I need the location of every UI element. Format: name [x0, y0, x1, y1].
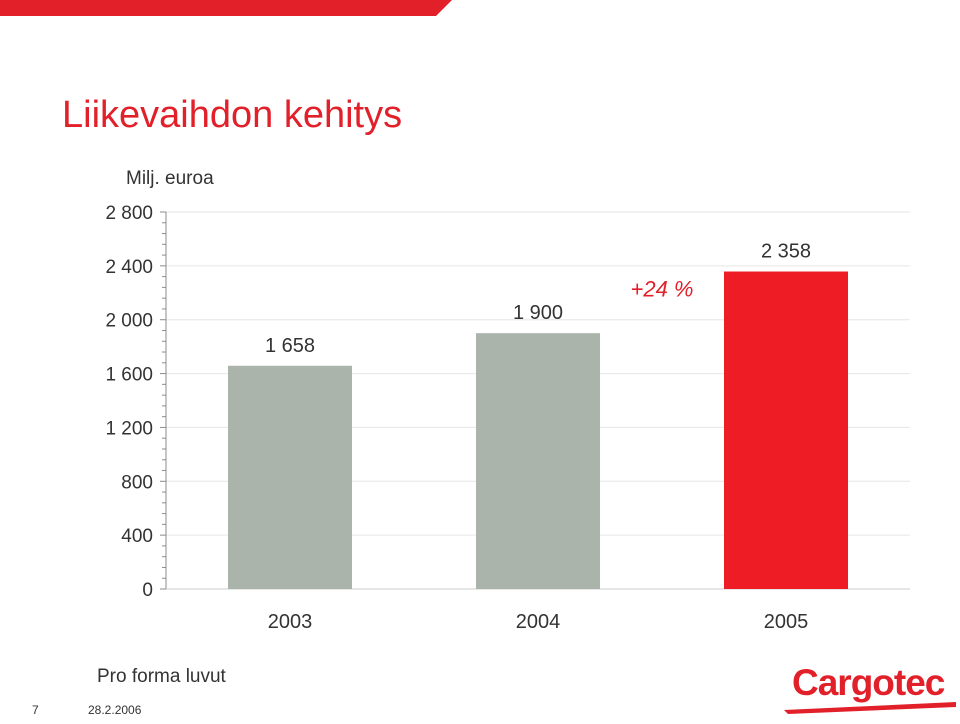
- slide-date: 28.2.2006: [88, 703, 142, 717]
- bar-2003: [228, 365, 352, 589]
- y-tick-label: 1 200: [105, 418, 153, 439]
- y-tick-label: 1 600: [105, 365, 153, 386]
- data-label: 1 900: [513, 302, 563, 324]
- y-tick-label: 2 000: [105, 311, 153, 332]
- x-tick-label: 2004: [516, 611, 561, 633]
- x-tick-label: 2005: [764, 611, 809, 633]
- y-tick-label: 2 800: [105, 203, 153, 224]
- header-band: [0, 0, 452, 16]
- data-label: 1 658: [265, 335, 315, 357]
- y-axis-unit-label: Milj. euroa: [126, 168, 214, 189]
- cargotec-logo: Cargotec: [792, 662, 945, 703]
- bar-2005: [724, 271, 848, 589]
- y-tick-label: 800: [121, 472, 153, 493]
- y-tick-label: 400: [121, 526, 153, 547]
- bar-2004: [476, 333, 600, 589]
- revenue-bar-chart: 0 400 800 1 200 1 600 2 000 2 400 2 800 1 658 200…: [105, 203, 910, 633]
- y-tick-label: 2 400: [105, 257, 153, 278]
- y-tick-label: 0: [142, 580, 153, 601]
- footnote: Pro forma luvut: [97, 666, 226, 687]
- growth-annotation: +24 %: [631, 277, 694, 302]
- logo-swoosh-icon: [784, 702, 956, 714]
- data-label: 2 358: [761, 241, 811, 263]
- page-number: 7: [32, 703, 39, 717]
- slide-title: Liikevaihdon kehitys: [62, 94, 403, 136]
- x-tick-label: 2003: [268, 611, 313, 633]
